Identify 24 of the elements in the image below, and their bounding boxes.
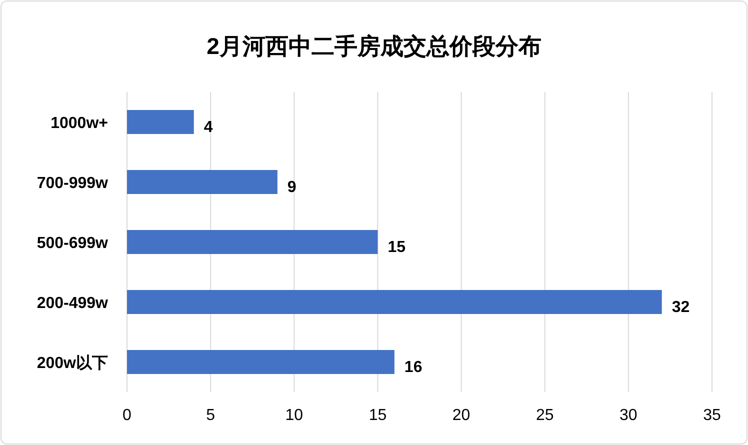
y-tick-label: 200-499w (36, 295, 109, 312)
data-label: 16 (404, 359, 422, 376)
x-tick-label: 35 (703, 407, 721, 424)
y-tick-label: 500-699w (36, 235, 109, 252)
y-tick-label: 700-999w (36, 175, 109, 192)
bar (127, 230, 378, 254)
x-tick-label: 25 (536, 407, 554, 424)
chart-title: 2月河西中二手房成交总价段分布 (206, 33, 542, 59)
y-tick-label: 1000w+ (50, 115, 108, 132)
x-tick-label: 15 (368, 407, 387, 424)
x-tick-label: 20 (452, 407, 470, 424)
x-tick-label: 10 (285, 407, 304, 424)
data-label: 4 (204, 119, 213, 136)
x-tick-label: 30 (620, 407, 638, 424)
data-label: 32 (672, 299, 690, 316)
data-label: 15 (388, 239, 406, 256)
x-tick-label: 0 (122, 407, 132, 424)
bar (127, 170, 278, 194)
data-label: 9 (287, 179, 296, 196)
bar (127, 290, 662, 314)
bar (127, 350, 394, 374)
x-tick-label: 5 (206, 407, 216, 424)
bar (127, 110, 194, 134)
y-tick-label: 200w以下 (36, 354, 108, 372)
